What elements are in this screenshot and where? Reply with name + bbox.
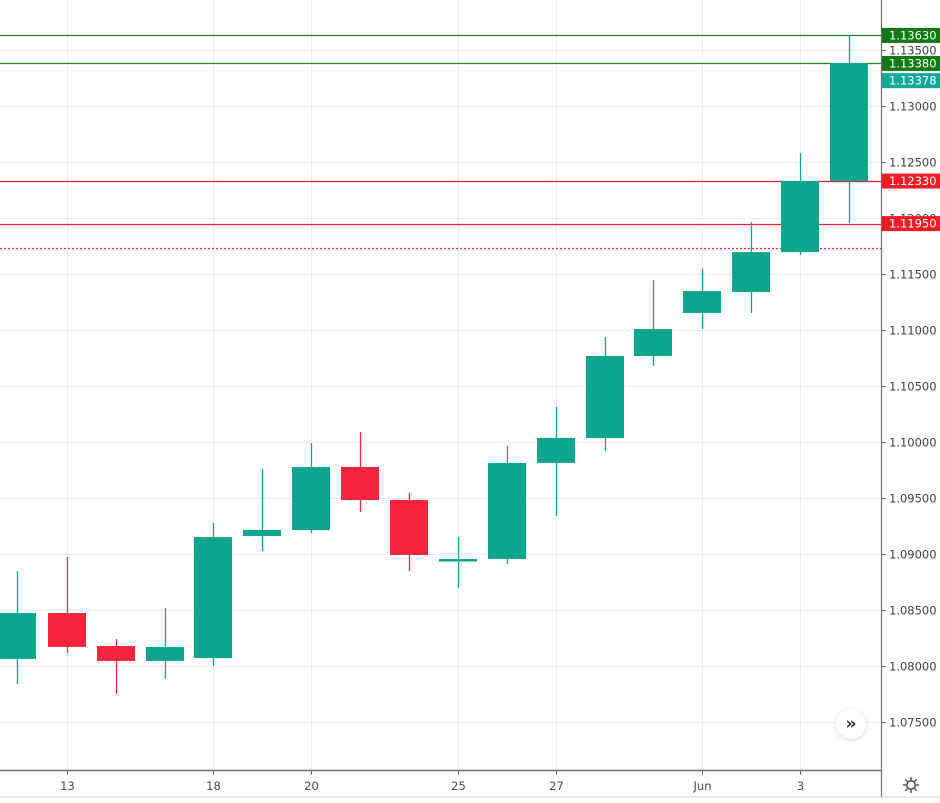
candle-up <box>0 571 36 685</box>
candle-body <box>439 559 477 562</box>
price-tag-label: 1.11950 <box>889 217 937 231</box>
candle-up <box>830 34 868 224</box>
price-tag-background <box>882 27 940 43</box>
y-axis-label: 1.09000 <box>889 548 937 562</box>
candle-up <box>537 406 575 517</box>
candle-body <box>292 466 330 531</box>
horizontal-lines <box>0 34 881 250</box>
price-tag: 1.13380 <box>882 55 940 71</box>
x-axis-label: 3 <box>797 779 804 793</box>
price-tag-background <box>882 55 940 71</box>
candle-body <box>0 613 36 659</box>
candle-up <box>634 280 672 366</box>
candle-body <box>48 613 86 647</box>
y-axis-label: 1.13000 <box>889 100 937 114</box>
price-tag-label: 1.13380 <box>889 56 937 70</box>
candle-up <box>781 153 819 255</box>
candle-body <box>194 536 232 659</box>
candle-body <box>390 500 428 556</box>
candle-body <box>97 645 135 661</box>
candle-up <box>586 336 624 451</box>
price-tag-background <box>882 73 940 89</box>
candle-body <box>781 181 819 253</box>
candle-body <box>732 252 770 293</box>
y-axis-label: 1.13500 <box>889 44 937 58</box>
x-axis-label: Jun <box>693 779 712 793</box>
candle-down <box>390 492 428 572</box>
y-axis-label: 1.07500 <box>889 716 937 730</box>
candle-body <box>537 437 575 463</box>
candle-up <box>439 536 477 589</box>
price-tag-background <box>882 216 940 232</box>
x-axis-label: 18 <box>206 779 221 793</box>
price-tag-label: 1.12330 <box>889 174 937 188</box>
y-axis-label: 1.08500 <box>889 604 937 618</box>
candle-up <box>146 607 184 679</box>
candle-up <box>683 268 721 329</box>
x-axis-label: 13 <box>60 779 75 793</box>
price-tag: 1.13630 <box>882 27 940 43</box>
candle-body <box>341 466 379 501</box>
price-tag-background <box>882 173 940 189</box>
x-axis-label: 20 <box>304 779 319 793</box>
candles <box>0 34 868 694</box>
candle-down <box>97 639 135 694</box>
gear-icon <box>902 776 920 794</box>
candle-up <box>243 468 281 551</box>
x-axis-label: 25 <box>451 779 466 793</box>
price-tag-label: 1.13378 <box>889 74 937 88</box>
candle-down <box>48 557 86 654</box>
candle-body <box>243 530 281 536</box>
scroll-to-realtime-button[interactable]: » <box>836 709 866 739</box>
candle-body <box>146 646 184 661</box>
price-tag-label: 1.13630 <box>889 28 937 42</box>
price-tag: 1.11950 <box>882 216 940 232</box>
candle-body <box>634 328 672 356</box>
candle-body <box>586 355 624 438</box>
double-chevron-right-icon: » <box>845 714 857 734</box>
y-axis-label: 1.11500 <box>889 268 937 282</box>
candle-body <box>683 291 721 313</box>
y-axis-label: 1.10500 <box>889 380 937 394</box>
y-axis-label: 1.11000 <box>889 324 937 338</box>
candle-body <box>830 62 868 182</box>
y-axis-label: 1.09500 <box>889 492 937 506</box>
y-axis-label: 1.08000 <box>889 660 937 674</box>
y-axis-label: 1.12500 <box>889 156 937 170</box>
candle-down <box>341 432 379 512</box>
candle-up <box>194 522 232 666</box>
price-tags: 1.13630 1.13380 1.12330 1.11950 1.13378 <box>882 27 940 232</box>
chart-settings-button[interactable] <box>900 774 922 796</box>
price-tag: 1.13378 <box>882 73 940 89</box>
candle-up <box>292 443 330 533</box>
y-axis-label: 1.10000 <box>889 436 937 450</box>
candle-up <box>732 222 770 313</box>
x-axis-label: 27 <box>549 779 564 793</box>
candle-body <box>488 462 526 560</box>
candle-up <box>488 446 526 564</box>
price-tag: 1.12330 <box>882 173 940 189</box>
